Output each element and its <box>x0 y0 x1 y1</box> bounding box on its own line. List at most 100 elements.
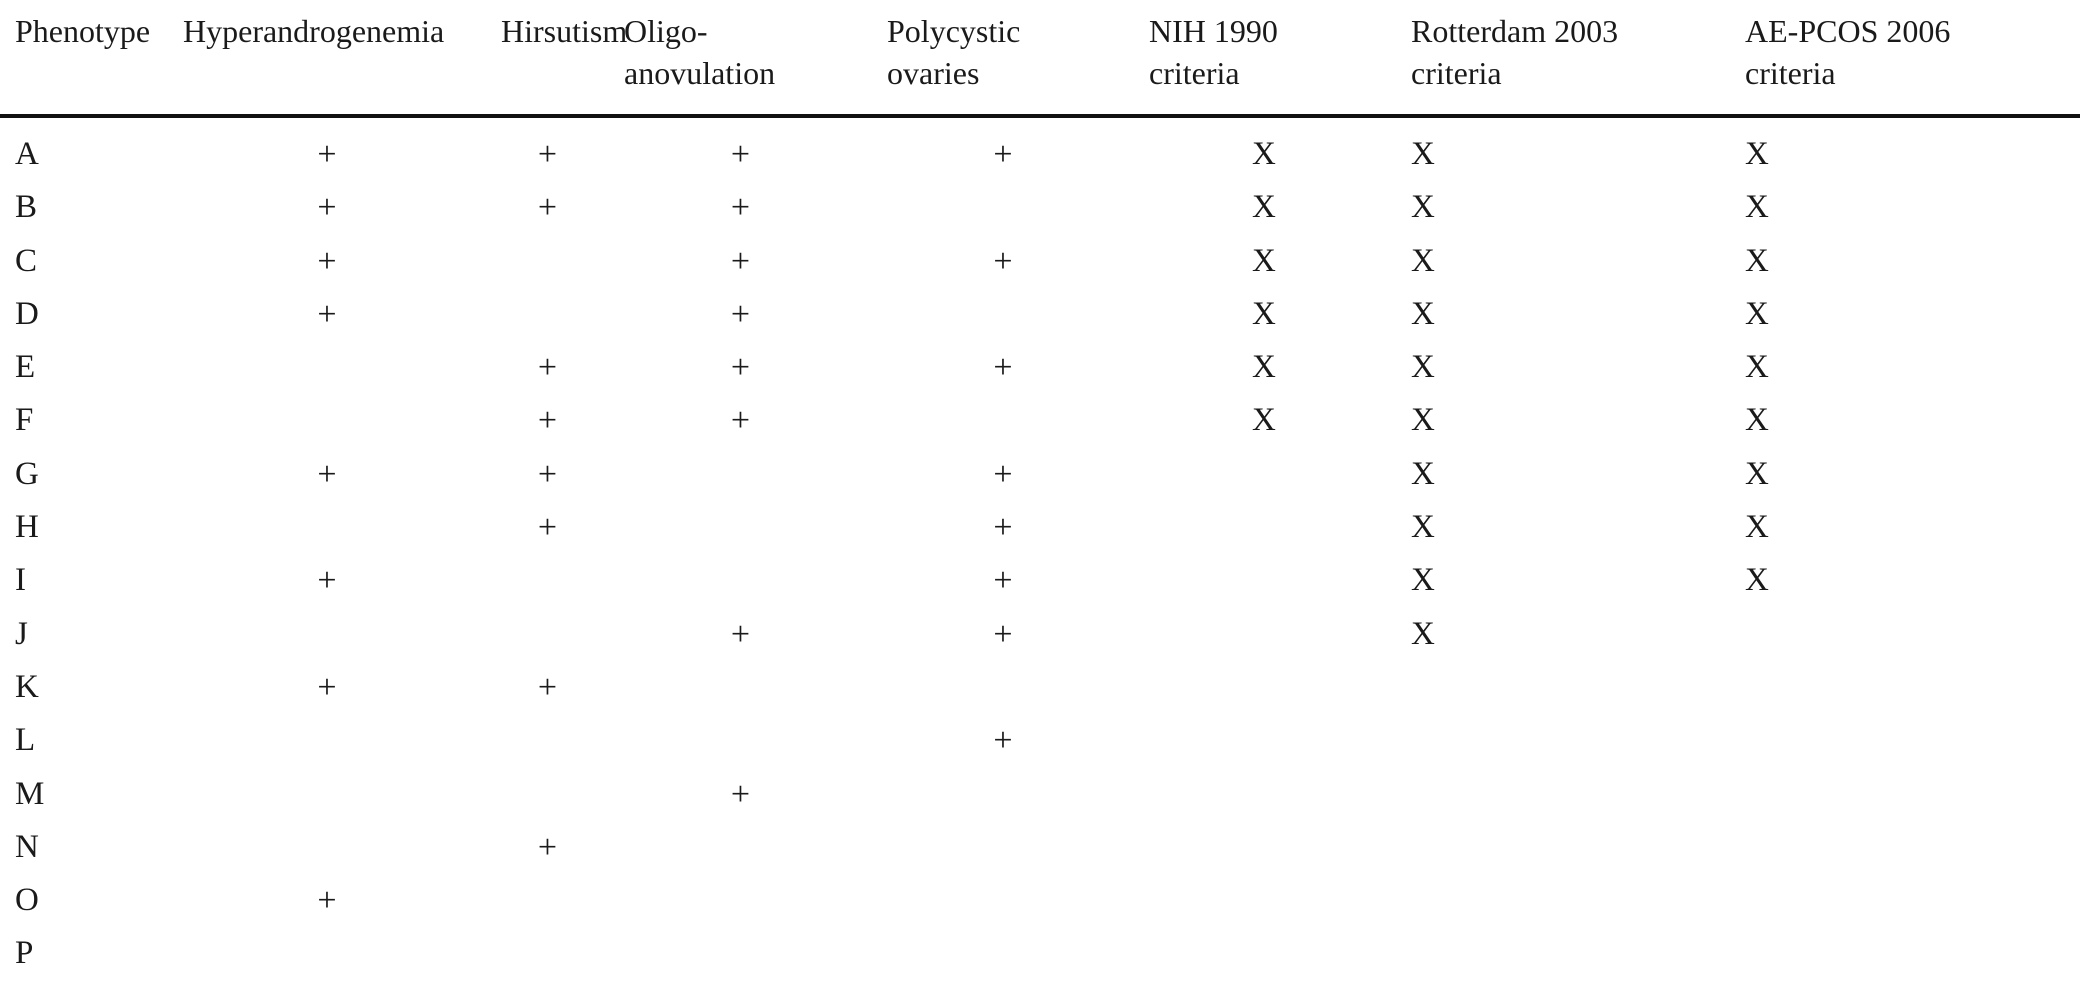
cell-oligo-anovulation <box>609 554 872 607</box>
cell-phenotype: J <box>15 615 28 652</box>
cell-hirsutism: + <box>537 189 558 227</box>
cell-oligo-anovulation <box>609 714 872 767</box>
cell-ae-pcos-2006: X <box>1745 189 1769 226</box>
cell-oligo-anovulation: + <box>730 242 751 280</box>
cell-nih-1990 <box>1134 821 1396 874</box>
cell-rotterdam-2003: X <box>1411 189 1435 226</box>
header-hirsutism: Hirsutism <box>486 0 627 118</box>
cell-rotterdam-2003: X <box>1411 509 1435 546</box>
cell-nih-1990: X <box>1252 136 1276 172</box>
cell-ae-pcos-2006: X <box>1745 295 1769 332</box>
table-row: C + + + X X X <box>0 235 2080 288</box>
cell-hirsutism <box>486 927 609 980</box>
cell-phenotype: K <box>15 668 39 705</box>
table-header: Phenotype Hyperandrogenemia Hirsutism Ol… <box>0 0 2080 118</box>
table-row: O + <box>0 874 2080 927</box>
cell-hirsutism <box>486 714 609 767</box>
cell-hirsutism <box>486 288 609 341</box>
cell-polycystic-ovaries: + <box>993 509 1013 547</box>
cell-hirsutism <box>486 235 609 288</box>
cell-polycystic-ovaries: + <box>993 562 1013 600</box>
cell-rotterdam-2003 <box>1396 927 1730 980</box>
table-body: A + + + + X X X B + + + X X X C + + + X X X D + + X X X E + + + X X X F + + X X… <box>0 116 2080 981</box>
cell-oligo-anovulation <box>609 927 872 980</box>
cell-nih-1990: X <box>1252 349 1276 386</box>
cell-ae-pcos-2006: X <box>1745 242 1769 279</box>
cell-phenotype: L <box>15 722 36 759</box>
cell-nih-1990 <box>1134 768 1396 821</box>
cell-ae-pcos-2006: X <box>1745 349 1769 386</box>
cell-hirsutism <box>486 768 609 821</box>
table-row: H + + X X <box>0 501 2080 554</box>
cell-rotterdam-2003 <box>1396 714 1730 767</box>
cell-hyperandrogenemia <box>168 608 486 661</box>
cell-phenotype: O <box>15 882 39 919</box>
cell-ae-pcos-2006: X <box>1745 136 1769 172</box>
table-row: B + + + X X X <box>0 181 2080 234</box>
cell-rotterdam-2003: X <box>1411 455 1435 492</box>
table-row: E + + + X X X <box>0 341 2080 394</box>
header-ae-pcos-2006: AE-PCOS 2006 criteria <box>1730 0 2080 118</box>
cell-nih-1990 <box>1134 927 1396 980</box>
cell-phenotype: M <box>15 775 45 812</box>
cell-hyperandrogenemia: + <box>317 295 337 333</box>
cell-hyperandrogenemia: + <box>317 562 337 600</box>
cell-ae-pcos-2006 <box>1730 714 2080 767</box>
cell-polycystic-ovaries: + <box>993 615 1013 653</box>
cell-hirsutism: + <box>537 509 558 547</box>
table-row: I + + X X <box>0 554 2080 607</box>
cell-phenotype: I <box>15 562 26 599</box>
cell-polycystic-ovaries <box>872 661 1134 714</box>
cell-polycystic-ovaries <box>872 874 1134 927</box>
cell-oligo-anovulation: + <box>730 775 751 813</box>
cell-nih-1990 <box>1134 501 1396 554</box>
cell-rotterdam-2003: X <box>1411 295 1435 332</box>
cell-nih-1990 <box>1134 714 1396 767</box>
cell-oligo-anovulation: + <box>730 402 751 440</box>
header-phenotype: Phenotype <box>0 0 168 118</box>
cell-hirsutism: + <box>537 349 558 387</box>
cell-hyperandrogenemia: + <box>317 242 337 280</box>
cell-polycystic-ovaries <box>872 394 1134 447</box>
cell-nih-1990 <box>1134 448 1396 501</box>
table-row: L + <box>0 714 2080 767</box>
cell-ae-pcos-2006 <box>1730 874 2080 927</box>
cell-hyperandrogenemia <box>168 768 486 821</box>
cell-hyperandrogenemia <box>168 714 486 767</box>
cell-rotterdam-2003 <box>1396 768 1730 821</box>
header-row: Phenotype Hyperandrogenemia Hirsutism Ol… <box>0 0 2080 118</box>
cell-rotterdam-2003: X <box>1411 615 1435 652</box>
cell-ae-pcos-2006: X <box>1745 509 1769 546</box>
cell-oligo-anovulation: + <box>730 136 751 173</box>
cell-rotterdam-2003: X <box>1411 402 1435 439</box>
cell-hirsutism: + <box>537 455 558 493</box>
cell-hyperandrogenemia: + <box>317 882 337 920</box>
cell-hyperandrogenemia <box>168 341 486 394</box>
cell-oligo-anovulation <box>609 661 872 714</box>
cell-ae-pcos-2006 <box>1730 768 2080 821</box>
header-hyperandrogenemia: Hyperandrogenemia <box>168 0 486 118</box>
table-row: M + <box>0 768 2080 821</box>
cell-polycystic-ovaries <box>872 768 1134 821</box>
cell-hirsutism: + <box>537 402 558 440</box>
table-row: D + + X X X <box>0 288 2080 341</box>
cell-polycystic-ovaries <box>872 821 1134 874</box>
cell-oligo-anovulation: + <box>730 615 751 653</box>
cell-phenotype: E <box>15 349 36 386</box>
cell-ae-pcos-2006: X <box>1745 562 1769 599</box>
table-row: A + + + + X X X <box>0 116 2080 181</box>
header-oligo-anovulation: Oligo-anovulation <box>609 0 872 118</box>
cell-ae-pcos-2006 <box>1730 661 2080 714</box>
header-rotterdam-2003: Rotterdam 2003 criteria <box>1396 0 1730 118</box>
cell-hyperandrogenemia: + <box>317 136 337 173</box>
table-row: F + + X X X <box>0 394 2080 447</box>
cell-rotterdam-2003: X <box>1411 562 1435 599</box>
cell-nih-1990 <box>1134 874 1396 927</box>
cell-hyperandrogenemia <box>168 501 486 554</box>
cell-ae-pcos-2006: X <box>1745 455 1769 492</box>
cell-rotterdam-2003: X <box>1411 242 1435 279</box>
cell-hyperandrogenemia: + <box>317 189 337 227</box>
cell-ae-pcos-2006 <box>1730 608 2080 661</box>
